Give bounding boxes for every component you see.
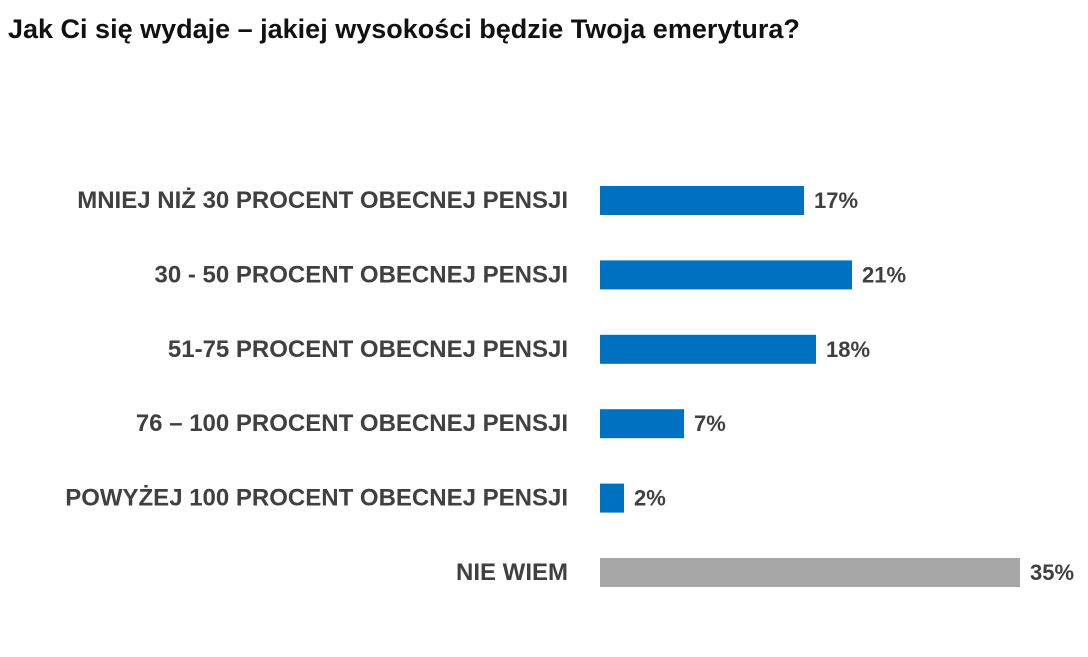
bar xyxy=(600,558,1020,587)
category-label: MNIEJ NIŻ 30 PROCENT OBECNEJ PENSJI xyxy=(77,187,568,214)
value-label: 35% xyxy=(1030,560,1074,585)
category-label: POWYŻEJ 100 PROCENT OBECNEJ PENSJI xyxy=(65,485,568,512)
category-label: 51-75 PROCENT OBECNEJ PENSJI xyxy=(168,336,568,363)
value-label: 7% xyxy=(694,411,726,436)
bar xyxy=(600,483,624,513)
value-label: 2% xyxy=(634,486,666,511)
bar xyxy=(600,186,804,215)
value-label: 17% xyxy=(814,188,858,213)
category-label: 76 – 100 PROCENT OBECNEJ PENSJI xyxy=(136,410,568,437)
category-label: NIE WIEM xyxy=(456,559,568,586)
chart-title: Jak Ci się wydaje – jakiej wysokości będ… xyxy=(8,14,800,44)
value-label: 21% xyxy=(862,262,906,287)
category-label: 30 - 50 PROCENT OBECNEJ PENSJI xyxy=(155,261,568,288)
bar xyxy=(600,260,852,290)
bar xyxy=(600,334,816,364)
value-label: 18% xyxy=(826,337,870,362)
bar xyxy=(600,409,684,439)
